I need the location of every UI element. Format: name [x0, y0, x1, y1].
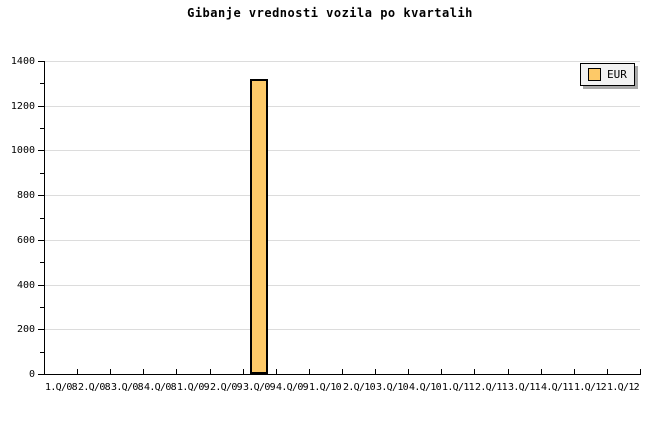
x-tick — [176, 369, 177, 374]
gridline — [45, 61, 640, 62]
y-major-tick — [38, 285, 44, 286]
y-major-tick — [38, 150, 44, 151]
gridline — [45, 150, 640, 151]
gridline — [45, 240, 640, 241]
x-tick — [607, 369, 608, 374]
x-tick — [342, 369, 343, 374]
y-major-tick — [38, 195, 44, 196]
x-tick-label: 2.Q/10 — [343, 382, 376, 393]
y-minor-tick — [40, 173, 44, 174]
x-tick-label: 3.Q/11 — [508, 382, 541, 393]
gridline — [45, 195, 640, 196]
x-tick — [508, 369, 509, 374]
x-tick — [574, 369, 575, 374]
x-tick-label: 1.Q/09 — [177, 382, 210, 393]
legend-swatch-eur — [588, 68, 601, 81]
chart-title: Gibanje vrednosti vozila po kvartalih — [187, 6, 473, 20]
y-major-tick — [38, 106, 44, 107]
y-minor-tick — [40, 128, 44, 129]
x-tick — [474, 369, 475, 374]
x-tick — [210, 369, 211, 374]
x-tick-label: 2.Q/09 — [210, 382, 243, 393]
x-tick-label: 1.Q/10 — [309, 382, 342, 393]
y-minor-tick — [40, 352, 44, 353]
x-tick-label: 1.Q/08 — [45, 382, 78, 393]
legend-box: EUR — [580, 63, 635, 86]
legend-label: EUR — [607, 67, 627, 81]
y-minor-tick — [40, 262, 44, 263]
x-tick — [640, 369, 641, 374]
x-tick — [243, 369, 244, 374]
x-tick — [408, 369, 409, 374]
x-tick-label: 4.Q/09 — [276, 382, 309, 393]
x-tick-label: 4.Q/08 — [144, 382, 177, 393]
x-tick — [541, 369, 542, 374]
y-major-tick — [38, 61, 44, 62]
y-tick-label: 1400 — [10, 56, 35, 67]
x-tick — [143, 369, 144, 374]
y-minor-tick — [40, 83, 44, 84]
y-minor-tick — [40, 307, 44, 308]
y-minor-tick — [40, 218, 44, 219]
y-tick-label: 600 — [16, 235, 35, 246]
y-axis-line — [44, 61, 45, 375]
y-tick-label: 1200 — [10, 101, 35, 112]
y-tick-label: 1000 — [10, 145, 35, 156]
x-tick-label: 4.Q/10 — [409, 382, 442, 393]
x-tick-label: 4.Q/11 — [541, 382, 574, 393]
y-major-tick — [38, 240, 44, 241]
bar-3.Q/09 — [250, 79, 268, 374]
x-tick-label: 3.Q/08 — [111, 382, 144, 393]
x-tick-label: 1.Q/12 — [607, 382, 640, 393]
x-tick-label: 3.Q/09 — [243, 382, 276, 393]
x-tick-label: 3.Q/10 — [376, 382, 409, 393]
y-major-tick — [38, 374, 44, 375]
x-axis-line — [44, 374, 641, 375]
x-tick-label: 1.Q/12 — [574, 382, 607, 393]
gridline — [45, 106, 640, 107]
y-major-tick — [38, 329, 44, 330]
x-tick-label: 2.Q/08 — [78, 382, 111, 393]
x-tick — [309, 369, 310, 374]
x-tick-label: 1.Q/11 — [442, 382, 475, 393]
x-tick — [77, 369, 78, 374]
gridline — [45, 285, 640, 286]
y-tick-label: 200 — [16, 324, 35, 335]
x-tick — [441, 369, 442, 374]
x-tick — [375, 369, 376, 374]
y-tick-label: 400 — [16, 280, 35, 291]
x-tick-label: 2.Q/11 — [475, 382, 508, 393]
x-tick — [110, 369, 111, 374]
x-tick — [276, 369, 277, 374]
y-tick-label: 0 — [28, 369, 35, 380]
gridline — [45, 329, 640, 330]
y-tick-label: 800 — [16, 190, 35, 201]
